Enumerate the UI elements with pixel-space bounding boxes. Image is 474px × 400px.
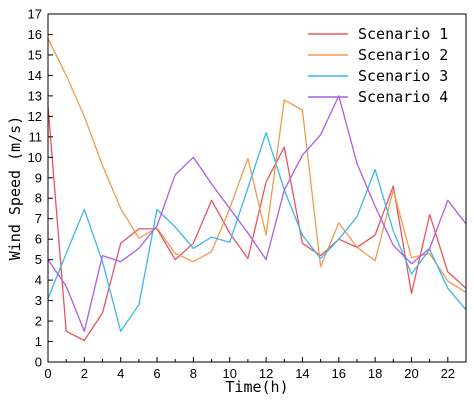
x-tick-label: 2 bbox=[81, 366, 88, 381]
y-tick-label: 9 bbox=[35, 170, 42, 185]
y-tick-label: 4 bbox=[35, 273, 42, 288]
y-tick-label: 13 bbox=[28, 88, 42, 103]
series-line-scenario-2 bbox=[47, 38, 467, 293]
y-tick-label: 14 bbox=[28, 68, 42, 83]
x-tick-label: 12 bbox=[259, 366, 273, 381]
y-tick-label: 3 bbox=[35, 293, 42, 308]
y-tick-label: 16 bbox=[28, 27, 42, 42]
y-tick-label: 7 bbox=[35, 211, 42, 226]
x-tick-label: 6 bbox=[153, 366, 160, 381]
x-tick-label: 4 bbox=[117, 366, 124, 381]
y-tick-label: 8 bbox=[35, 191, 42, 206]
x-tick-label: 22 bbox=[441, 366, 455, 381]
x-axis: 0 2 4 6 8 10 12 14 16 18 20 22 bbox=[44, 357, 467, 381]
legend-label: Scenario 1 bbox=[358, 25, 448, 43]
legend-label: Scenario 4 bbox=[358, 88, 448, 106]
y-tick-label: 1 bbox=[35, 334, 42, 349]
series-line-scenario-1 bbox=[47, 106, 467, 342]
series-layer bbox=[47, 38, 467, 342]
x-axis-title: Time(h) bbox=[225, 378, 288, 396]
x-tick-label: 14 bbox=[295, 366, 309, 381]
x-tick-label: 0 bbox=[44, 366, 51, 381]
y-tick-label: 6 bbox=[35, 232, 42, 247]
x-tick-label: 20 bbox=[404, 366, 418, 381]
legend: Scenario 1 Scenario 2 Scenario 3 Scenario 4 bbox=[308, 25, 448, 106]
x-tick-label: 18 bbox=[368, 366, 382, 381]
y-tick-label: 17 bbox=[28, 7, 42, 22]
legend-label: Scenario 2 bbox=[358, 46, 448, 64]
y-tick-label: 0 bbox=[35, 355, 42, 370]
series-line-scenario-4 bbox=[47, 95, 467, 332]
y-tick-label: 10 bbox=[28, 150, 42, 165]
y-tick-label: 12 bbox=[28, 109, 42, 124]
y-tick-label: 5 bbox=[35, 252, 42, 267]
y-tick-label: 2 bbox=[35, 314, 42, 329]
y-tick-label: 15 bbox=[28, 47, 42, 62]
plot-frame bbox=[47, 13, 467, 363]
y-axis-title: Wind Speed (m/s) bbox=[6, 116, 24, 261]
x-tick-label: 16 bbox=[332, 366, 346, 381]
series-line-scenario-3 bbox=[47, 132, 467, 332]
x-tick-label: 10 bbox=[223, 366, 237, 381]
y-tick-label: 11 bbox=[29, 129, 43, 144]
legend-label: Scenario 3 bbox=[358, 67, 448, 85]
x-tick-label: 8 bbox=[190, 366, 197, 381]
